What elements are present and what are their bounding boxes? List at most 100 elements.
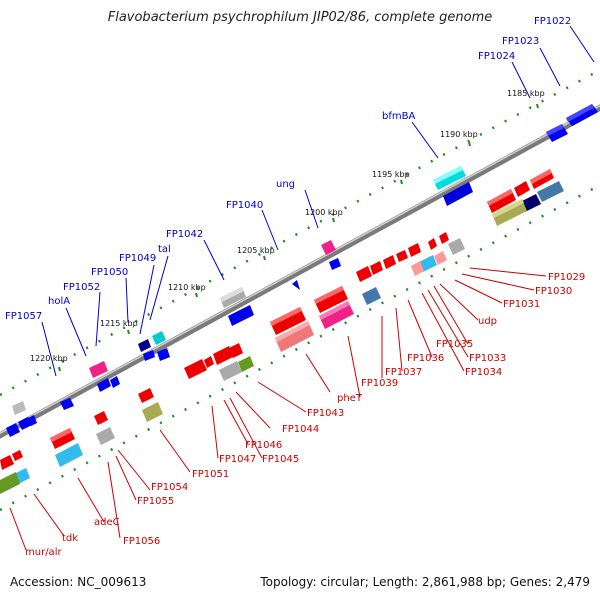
tick-label: 1190 kbp [440,130,478,139]
gene-fp1030[interactable] [514,181,530,197]
gene-label-fp1051[interactable]: FP1051 [192,469,229,480]
gene-fp1050[interactable] [143,350,155,361]
gene-label-fp1057[interactable]: FP1057 [5,311,42,322]
gene-label-fp1039[interactable]: FP1039 [361,378,398,389]
gene-label-fp1029[interactable]: FP1029 [548,272,585,283]
gene-udp-steel[interactable] [537,181,564,202]
gene-fp1037-b[interactable] [411,261,424,276]
gene-fp1043[interactable] [270,307,306,335]
top-leaders [41,25,595,377]
scale-ticks: 1185 kbp 1190 kbp 1195 kbp 1200 kbp 1205… [30,89,545,363]
gene-label-fp1050[interactable]: FP1050 [91,267,128,278]
gene-fp1042-blue[interactable] [228,305,254,326]
gene-label-fp1037[interactable]: FP1037 [385,367,422,378]
lower-scale-line [0,183,600,512]
gene-mur-alr-olive[interactable] [0,472,20,494]
scale-tick-marks [58,103,539,372]
gene-label-fp1024[interactable]: FP1024 [478,51,515,62]
gene-fp1055[interactable] [96,427,115,445]
bottom-genes [0,169,564,494]
gene-fp1034[interactable] [439,232,449,244]
gene-label-fp1023[interactable]: FP1023 [502,36,539,47]
gene-hola[interactable] [89,361,108,378]
tick-label: 1185 kbp [507,89,545,98]
gene-label-fp1031[interactable]: FP1031 [503,299,540,310]
gene-fp1057-2[interactable] [12,401,26,415]
gene-label-fp1045[interactable]: FP1045 [262,454,299,465]
gene-label-fp1046[interactable]: FP1046 [245,440,282,451]
gene-fp1045-olive[interactable] [238,356,254,372]
gene-fp1050-2[interactable] [157,348,170,361]
gene-label-fp1056[interactable]: FP1056 [123,536,160,547]
gene-label-fp1040[interactable]: FP1040 [226,200,263,211]
gene-label-bfmba[interactable]: bfmBA [382,111,415,122]
gene-label-tdk[interactable]: tdk [62,533,78,544]
gene-ung[interactable] [321,240,336,255]
gene-tdk-b[interactable] [12,450,23,461]
gene-label-fp1047[interactable]: FP1047 [219,454,256,465]
bottom-label-group: FP1029 FP1030 FP1031 udp FP1033 FP1034 F… [25,272,585,558]
gene-label-fp1044[interactable]: FP1044 [282,424,319,435]
genome-summary: Topology: circular; Length: 2,861,988 bp… [260,575,590,589]
gene-fp1052-2[interactable] [110,376,120,388]
gene-fp1036[interactable] [434,251,447,265]
gene-fp1040[interactable] [292,280,300,290]
gene-label-fp1034[interactable]: FP1034 [465,367,502,378]
gene-label-fp1035[interactable]: FP1035 [436,339,473,350]
gene-red-d[interactable] [370,261,383,275]
gene-fp1039[interactable] [362,287,381,305]
gene-left-blue-1[interactable] [6,423,20,437]
gene-label-adec[interactable]: adeC [94,517,120,528]
gene-fp1044[interactable] [275,321,314,352]
gene-fp1047[interactable] [184,359,207,379]
gene-fp1057[interactable] [60,398,74,410]
gene-phet-pink[interactable] [319,301,354,329]
gene-label-fp1042[interactable]: FP1042 [166,229,203,240]
gene-fp1046[interactable] [213,346,233,365]
upper-scale-line [0,68,600,397]
gene-red-b[interactable] [396,250,408,262]
tick-label: 1215 kbp [100,319,138,328]
gene-ung-arrow[interactable] [329,258,341,270]
gene-fp1033[interactable] [448,238,465,255]
gene-fp1052[interactable] [97,378,111,392]
gene-label-fp1052[interactable]: FP1052 [63,282,100,293]
gene-left-blue-2[interactable] [18,417,32,430]
gene-fp1051-olive[interactable] [142,402,163,422]
gene-label-fp1022[interactable]: FP1022 [534,16,571,27]
gene-label-fp1036[interactable]: FP1036 [407,353,444,364]
gene-fp1045[interactable] [229,343,243,358]
gene-label-fp1043[interactable]: FP1043 [307,408,344,419]
genome-backbone [0,104,600,439]
gene-label-mur-alr[interactable]: mur/alr [25,547,62,558]
gene-tal[interactable] [152,331,166,345]
gene-fp1035[interactable] [428,238,437,250]
gene-fp1049[interactable] [138,339,151,352]
gene-label-udp[interactable]: udp [478,316,497,327]
accession-label: Accession: NC_009613 [10,575,147,589]
gene-label-fp1054[interactable]: FP1054 [151,482,188,493]
gene-phet[interactable] [314,286,348,313]
gene-fp1046-grey[interactable] [219,361,242,381]
gene-label-fp1055[interactable]: FP1055 [137,496,174,507]
gene-label-ung[interactable]: ung [276,179,295,190]
gene-red-a[interactable] [408,243,421,257]
gene-label-fp1033[interactable]: FP1033 [469,353,506,364]
gene-fp1046-b[interactable] [204,356,214,368]
gene-label-fp1030[interactable]: FP1030 [535,286,572,297]
gene-tdk[interactable] [0,455,14,470]
gene-fp1054[interactable] [94,411,108,425]
gene-adec-cyan[interactable] [55,443,83,467]
gene-red-c[interactable] [383,255,396,269]
gene-label-tal[interactable]: tal [158,244,171,255]
gene-left-blue-3[interactable] [28,415,37,426]
gene-label-fp1049[interactable]: FP1049 [119,253,156,264]
tick-label: 1220 kbp [30,354,68,363]
gene-label-phet[interactable]: pheT [337,393,363,404]
gene-fp1037[interactable] [419,255,437,272]
gene-red-e[interactable] [356,266,372,282]
gene-bfmba-2[interactable] [443,182,473,206]
gene-label-hola[interactable]: holA [48,296,70,307]
gene-fp1051[interactable] [138,388,154,403]
